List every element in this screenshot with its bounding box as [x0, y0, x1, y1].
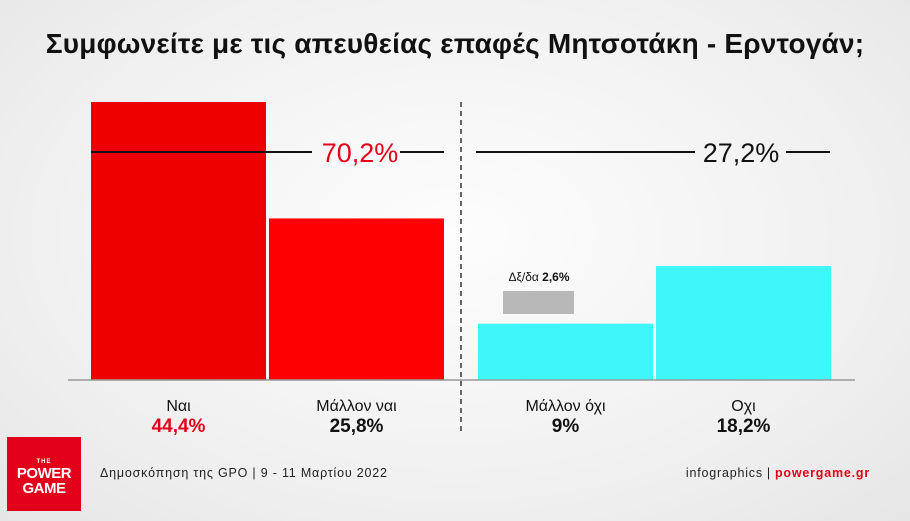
source-note: Δημοσκόπηση της GPO | 9 - 11 Μαρτίου 202… — [100, 466, 388, 480]
credits: infographics | powergame.gr — [686, 466, 870, 480]
credits-site-link[interactable]: powergame.gr — [774, 466, 870, 480]
dk-label: Δξ/δα 2,6% — [508, 270, 569, 284]
category-label-2: Μάλλον όχι — [525, 398, 606, 415]
bar-3 — [656, 266, 831, 380]
value-label-0: 44,4% — [152, 416, 206, 437]
chart-title: Συμφωνείτε με τις απευθείας επαφές Μητσο… — [45, 28, 865, 59]
value-label-2: 9% — [552, 416, 580, 437]
group-total-1: 27,2% — [703, 138, 780, 168]
category-label-0: Ναι — [166, 398, 191, 415]
category-label-3: Οχι — [731, 398, 756, 415]
credits-infographics: infographics — [685, 466, 763, 480]
bar-2 — [478, 323, 653, 380]
group-total-0: 70,2% — [322, 138, 399, 168]
credits-separator: | — [766, 466, 771, 480]
logo-line1: POWER — [16, 465, 72, 482]
logo-the: THE — [36, 459, 52, 465]
category-label-1: Μάλλον ναι — [316, 398, 397, 415]
value-label-1: 25,8% — [330, 416, 384, 437]
powergame-logo: THE POWER GAME — [7, 437, 81, 511]
bar-0 — [91, 102, 266, 380]
dk-bar — [503, 291, 574, 314]
logo-line2: GAME — [22, 480, 67, 497]
bar-1 — [269, 218, 444, 380]
value-label-3: 18,2% — [717, 416, 771, 437]
